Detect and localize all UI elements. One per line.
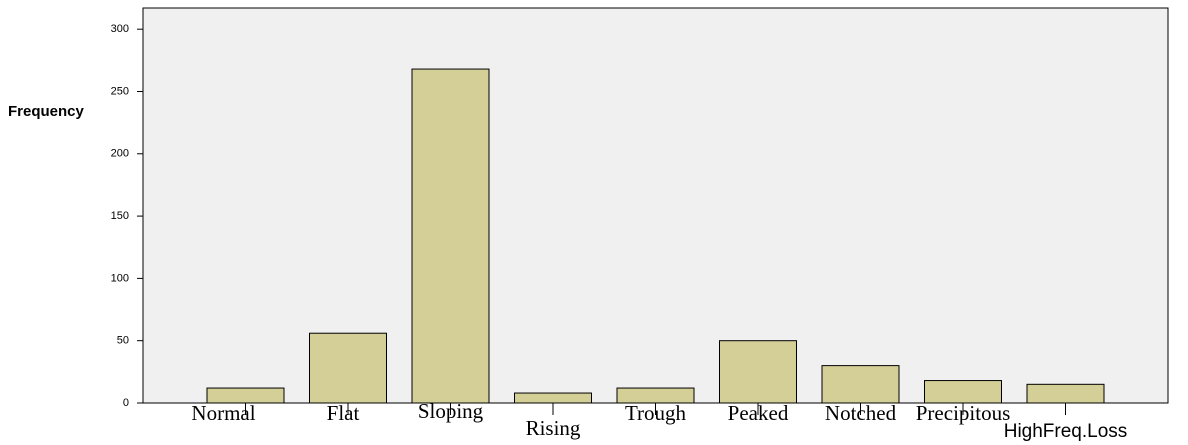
x-tick-label: HighFreq.Loss xyxy=(1004,421,1128,442)
y-tick-label: 50 xyxy=(117,335,129,347)
y-tick-label: 100 xyxy=(111,272,129,284)
bar xyxy=(924,380,1002,404)
x-tick-label: Flat xyxy=(327,401,360,425)
y-tick-label: 300 xyxy=(111,23,129,35)
x-tick-label: Peaked xyxy=(728,401,789,425)
x-tick-label: Sloping xyxy=(418,399,484,423)
x-tick-label: Rising xyxy=(526,416,581,440)
x-tick-label: Precipitous xyxy=(916,401,1011,425)
bar xyxy=(411,68,490,404)
y-tick-label: 250 xyxy=(111,85,129,97)
y-tick-label: 0 xyxy=(123,397,129,409)
x-tick-label: Trough xyxy=(625,401,687,425)
bar xyxy=(1026,383,1105,404)
x-tick-label: Normal xyxy=(191,401,255,425)
y-tick-label: 150 xyxy=(111,210,129,222)
bar xyxy=(821,365,900,404)
bar xyxy=(514,392,592,404)
bar xyxy=(309,332,387,404)
y-axis-label: Frequency xyxy=(8,103,85,120)
bar xyxy=(719,340,797,404)
x-tick-label: Notched xyxy=(825,401,897,425)
y-tick-label: 200 xyxy=(111,148,129,160)
plot-area xyxy=(142,7,1169,404)
